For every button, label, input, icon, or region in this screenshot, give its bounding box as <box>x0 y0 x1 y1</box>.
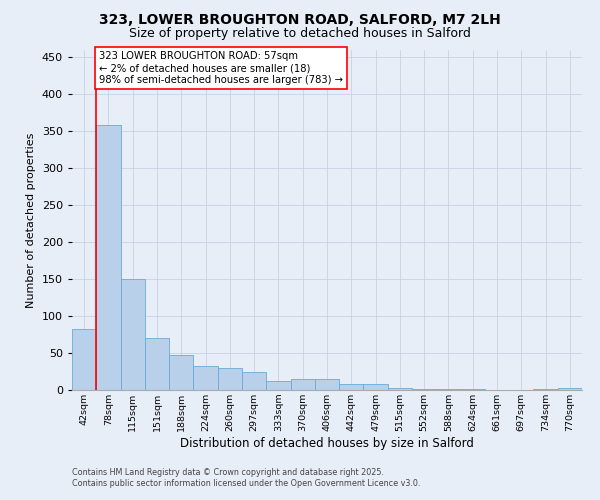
Bar <box>339 384 364 390</box>
Bar <box>193 366 218 390</box>
Text: Contains HM Land Registry data © Crown copyright and database right 2025.
Contai: Contains HM Land Registry data © Crown c… <box>72 468 421 487</box>
Bar <box>145 338 169 390</box>
Bar <box>290 379 315 390</box>
Text: Size of property relative to detached houses in Salford: Size of property relative to detached ho… <box>129 28 471 40</box>
Bar <box>558 388 582 390</box>
X-axis label: Distribution of detached houses by size in Salford: Distribution of detached houses by size … <box>180 437 474 450</box>
Bar <box>121 279 145 390</box>
Bar <box>242 372 266 390</box>
Bar <box>72 330 96 390</box>
Bar <box>266 381 290 390</box>
Text: 323 LOWER BROUGHTON ROAD: 57sqm
← 2% of detached houses are smaller (18)
98% of : 323 LOWER BROUGHTON ROAD: 57sqm ← 2% of … <box>99 52 343 84</box>
Y-axis label: Number of detached properties: Number of detached properties <box>26 132 36 308</box>
Bar <box>412 388 436 390</box>
Bar <box>315 379 339 390</box>
Bar <box>169 354 193 390</box>
Bar <box>388 388 412 390</box>
Text: 323, LOWER BROUGHTON ROAD, SALFORD, M7 2LH: 323, LOWER BROUGHTON ROAD, SALFORD, M7 2… <box>99 12 501 26</box>
Bar <box>218 368 242 390</box>
Bar <box>364 384 388 390</box>
Bar <box>96 126 121 390</box>
